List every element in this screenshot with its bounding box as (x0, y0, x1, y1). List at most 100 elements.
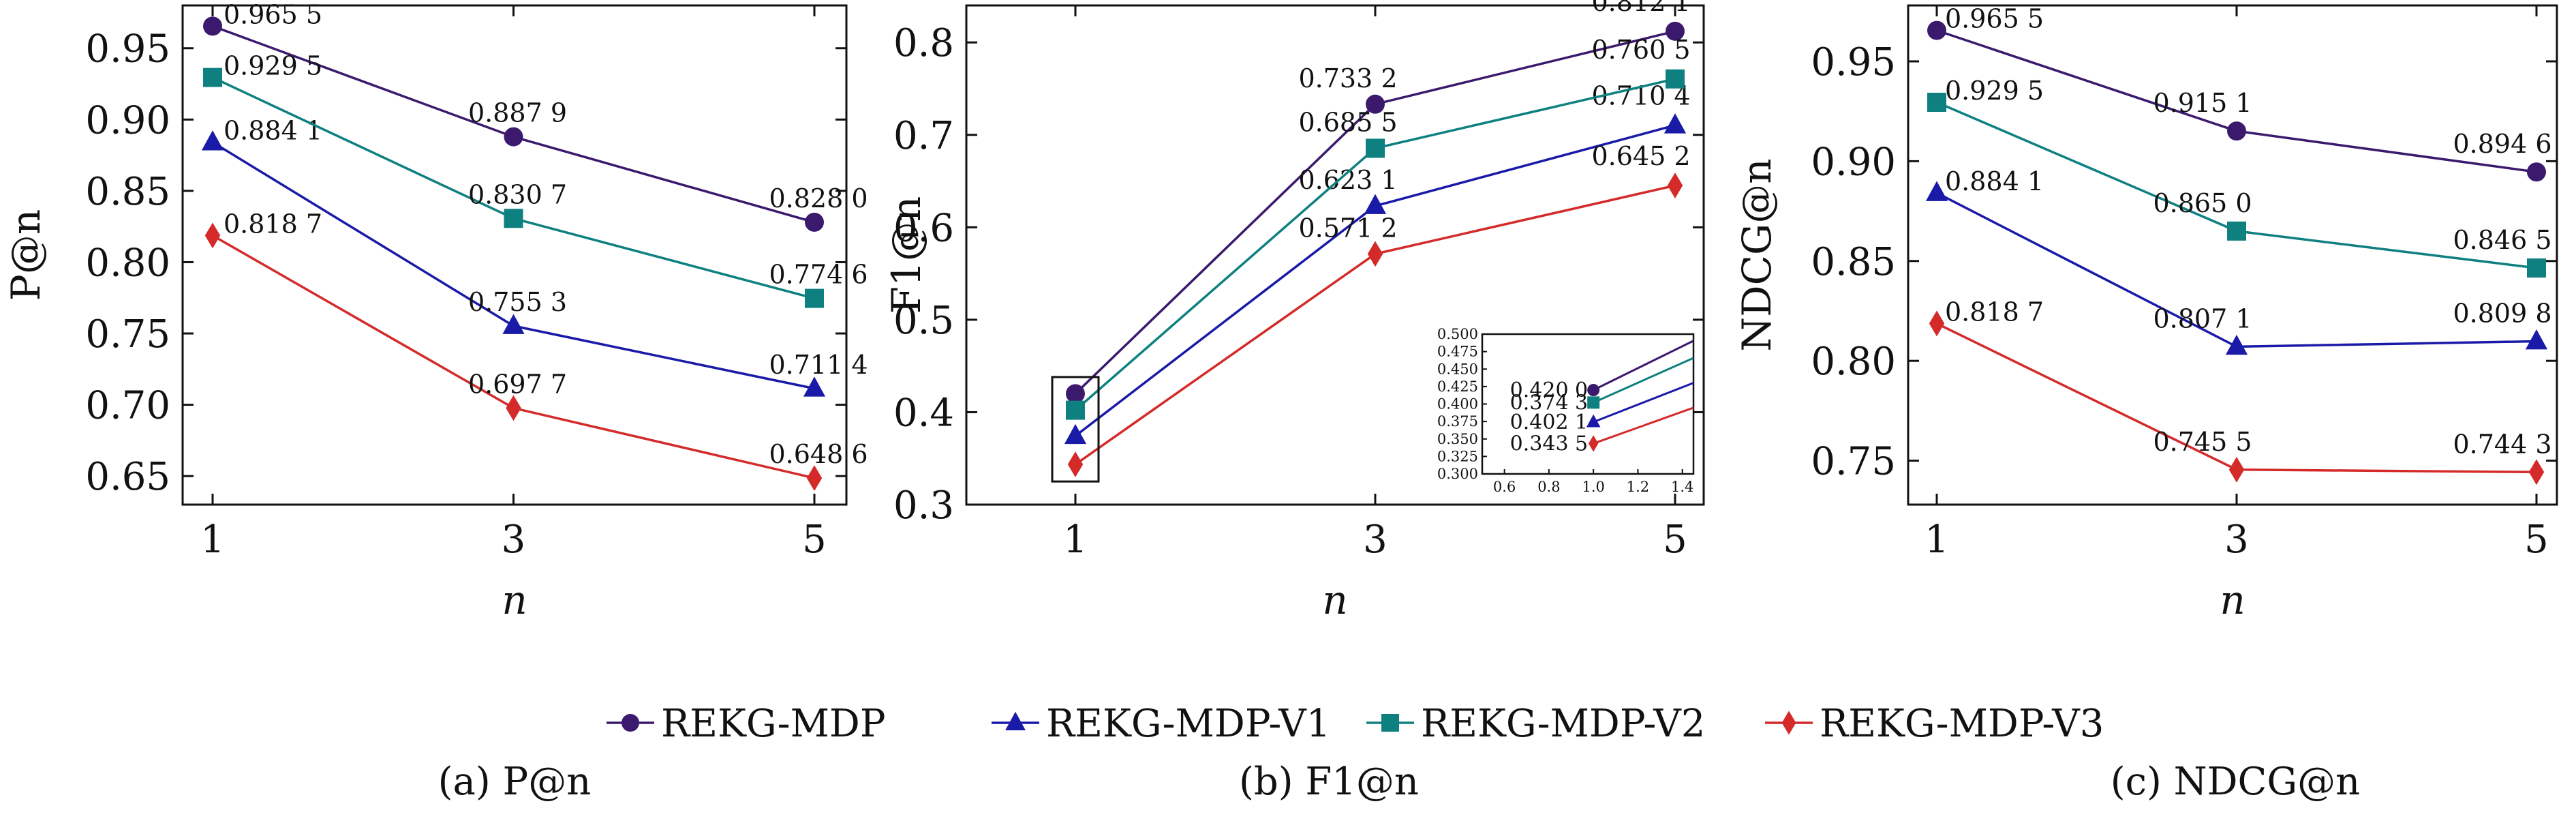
inset-data-point (1587, 396, 1600, 409)
panel-caption: (a) P@n (438, 760, 592, 804)
data-label: 0.733 2 (1298, 63, 1397, 93)
data-point (504, 127, 523, 147)
data-label: 0.828 0 (769, 183, 868, 213)
panel-caption: (c) NDCG@n (2111, 760, 2360, 804)
data-label: 0.929 5 (1945, 76, 2044, 106)
legend-label: REKG-MDP-V3 (1820, 702, 2104, 746)
panel-caption: (b) F1@n (1239, 760, 1419, 804)
series-rekg-mdp: 0.965 5 0.915 1 0.894 6 (1927, 4, 2552, 182)
x-tick-label: 1 (1925, 518, 1949, 562)
legend-label: REKG-MDP (661, 702, 886, 746)
data-label: 0.812 1 (1591, 0, 1690, 17)
data-label: 0.711 4 (769, 350, 868, 380)
x-tick-label: 3 (502, 518, 526, 562)
x-tick-label: 3 (1363, 518, 1387, 562)
x-tick-label: 3 (2224, 518, 2249, 562)
data-point (203, 16, 222, 36)
x-tick-label: 5 (2524, 518, 2549, 562)
data-point (1067, 451, 1084, 477)
zoom-box (1051, 376, 1100, 483)
y-tick-label: 0.3 (893, 483, 954, 528)
data-point (806, 465, 823, 491)
y-tick-label: 0.80 (85, 241, 170, 285)
data-point (805, 212, 824, 232)
y-tick-label: 0.85 (1811, 240, 1896, 284)
data-point (1367, 241, 1383, 267)
data-point (1066, 384, 1085, 404)
data-point (1925, 181, 1948, 201)
legend-marker (1381, 714, 1399, 732)
y-tick-label: 0.65 (85, 455, 170, 499)
data-label: 0.744 3 (2453, 429, 2551, 459)
data-point (2525, 329, 2548, 350)
data-point (1064, 423, 1087, 445)
inset-x-tick-label: 0.8 (1537, 479, 1560, 495)
inset-series-line (1593, 340, 1693, 391)
data-point (805, 288, 824, 308)
inset-y-tick-label: 0.425 (1437, 378, 1478, 395)
series-rekg-mdp-v2: 0.685 5 0.760 5 (1066, 35, 1691, 420)
inset-lines (1586, 340, 1693, 452)
data-point (1366, 94, 1385, 114)
data-label: 0.846 5 (2453, 225, 2551, 255)
y-tick-label: 0.95 (85, 27, 170, 72)
panel-3: 0.75 0.80 0.85 0.90 0.95 1 3 5 n NDCG@n (c) NDCG@n… (1734, 4, 2558, 804)
y-tick-label: 0.6 (893, 206, 954, 250)
inset-y-tick-label: 0.475 (1437, 344, 1478, 360)
data-point (1929, 310, 1945, 337)
inset-data-point (1588, 435, 1599, 452)
data-point (502, 314, 525, 334)
data-label: 0.887 9 (468, 98, 567, 128)
data-point (2225, 334, 2248, 355)
inset-y-tick-label: 0.450 (1437, 361, 1478, 377)
series-rekg-mdp-v3: 0.818 7 0.745 5 0.744 3 (1929, 297, 2552, 486)
data-label: 0.623 1 (1298, 165, 1397, 195)
data-label: 0.929 5 (224, 51, 322, 81)
series-rekg-mdp-v3: 0.818 7 0.697 7 0.648 6 (204, 209, 868, 491)
inset-data-point (1587, 384, 1600, 396)
inset-y-tick-label: 0.325 (1437, 448, 1478, 464)
series-rekg-mdp-v1: 0.623 10.710 4 (1064, 81, 1691, 445)
data-label: 0.915 1 (2153, 88, 2252, 118)
inset-data-label: 0.374 3 (1510, 391, 1589, 415)
data-point (2527, 162, 2546, 182)
inset-y-tick-label: 0.350 (1437, 431, 1478, 447)
data-point (204, 222, 221, 249)
series-rekg-mdp-v1: 0.884 1 0.807 1 0.809 8 (1925, 166, 2552, 355)
x-axis-label: n (502, 577, 527, 623)
data-label: 0.645 2 (1591, 141, 1690, 171)
data-label: 0.865 0 (2153, 188, 2252, 218)
y-tick-label: 0.90 (1811, 140, 1896, 184)
y-axis-label: F1@n (883, 196, 930, 314)
inset-y-tick-label: 0.375 (1437, 413, 1478, 430)
data-label: 0.745 5 (2153, 427, 2252, 457)
y-tick-label: 0.4 (893, 391, 954, 435)
data-label: 0.894 6 (2453, 129, 2551, 159)
data-point (1066, 400, 1085, 420)
y-tick-label: 0.5 (893, 299, 954, 343)
series-rekg-mdp: 0.733 2 0.812 1 (1066, 0, 1691, 404)
data-label: 0.807 1 (2153, 303, 2252, 333)
x-axis-label: n (1322, 577, 1347, 623)
inset-data-point (1586, 414, 1601, 428)
data-point (1667, 173, 1683, 198)
data-point (1927, 93, 1946, 113)
series-rekg-mdp: 0.965 5 0.887 9 0.828 0 (203, 0, 868, 232)
inset-x-tick-label: 1.2 (1627, 479, 1649, 495)
data-label: 0.830 7 (468, 179, 567, 209)
data-point (1663, 113, 1687, 134)
plot-frame (965, 4, 1705, 506)
data-point (2227, 121, 2246, 141)
y-tick-label: 0.85 (85, 170, 170, 214)
data-point (201, 130, 224, 151)
x-tick-label: 1 (200, 518, 225, 562)
legend-label: REKG-MDP-V1 (1046, 702, 1330, 746)
y-tick-label: 0.8 (893, 21, 954, 65)
y-tick-label: 0.75 (85, 312, 170, 357)
legend: REKG-MDP REKG-MDP-V1 REKG-MDP-V2 REKG-MDP-V… (607, 702, 2104, 746)
inset-y-tick-label: 0.300 (1437, 466, 1478, 482)
data-point (803, 376, 826, 397)
panel-1: 0.65 0.70 0.75 0.80 0.85 0.90 0.95 1 3 5 n P@n (a) P… (3, 0, 868, 804)
